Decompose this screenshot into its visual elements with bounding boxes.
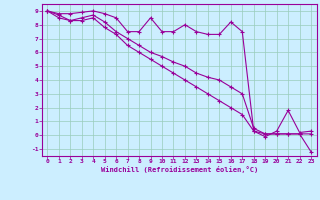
X-axis label: Windchill (Refroidissement éolien,°C): Windchill (Refroidissement éolien,°C)	[100, 166, 258, 173]
